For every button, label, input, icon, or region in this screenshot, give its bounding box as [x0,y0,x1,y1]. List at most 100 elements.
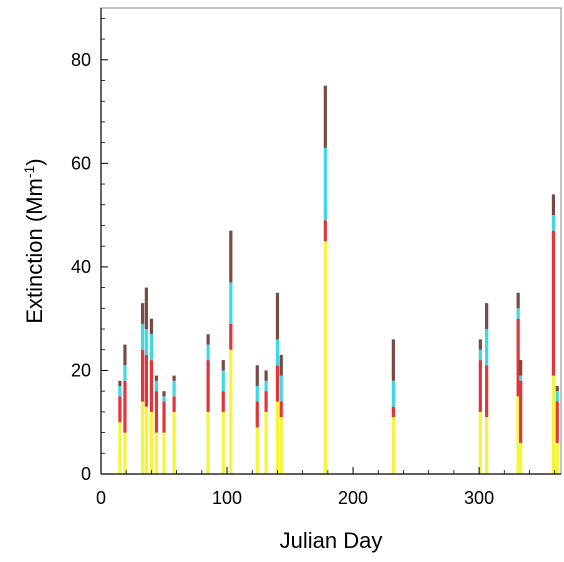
bar-segment-dark [229,230,233,283]
bar-segment-yellow [255,427,259,474]
x-tick-label: 100 [212,488,242,508]
bar-segment-dark [478,339,482,350]
bar-segment-dark [264,370,268,381]
bar-segment-red [144,354,148,407]
bar-segment-yellow [264,411,268,474]
y-tick-label: 40 [71,257,91,277]
bar-segment-red [555,401,559,443]
bar-segment-cyan [149,334,154,361]
bar-segment-red [323,220,327,241]
bar-segment-red [264,391,268,412]
bar-segment-dark [123,344,127,366]
bar-segment-cyan [275,339,280,366]
bar-segment-cyan [118,385,122,397]
bar-segment-dark [555,385,559,392]
bar-segment-red [206,360,210,412]
bar-segment-dark [140,303,145,324]
x-tick-label: 200 [338,488,368,508]
bar-segment-cyan [323,147,327,221]
bar-segment-red [279,401,283,418]
bar-segment-dark [516,292,520,309]
bar-segment-cyan [555,391,559,402]
bar-segment-yellow [229,349,233,474]
bar-segment-yellow [206,411,210,474]
bar-segment-cyan [154,380,159,392]
bar-segment-cyan [478,349,482,361]
bar-segment-yellow [123,432,127,474]
bar-segment-dark [149,318,154,335]
bar-segment-dark [519,360,523,376]
bar-segment-yellow [144,406,148,474]
y-tick-label: 80 [71,50,91,70]
bar-segment-cyan [391,380,395,407]
axes-layer: 0 100 200 300 0 20 40 60 80 [71,17,556,508]
bar-segment-dark [154,375,159,381]
y-tick-label: 60 [71,153,91,173]
bar-segment-red [516,318,520,397]
bar-segment-dark [279,354,283,376]
bar-segment-red [118,396,122,423]
bar-segment-red [162,401,166,433]
bar-segment-yellow [391,417,395,474]
bar-segment-dark [485,303,489,330]
bar-segment-cyan [144,329,148,355]
bar-segment-red [154,391,159,433]
bar-segment-red [391,406,395,418]
bar-segment-cyan [162,396,166,402]
bar-segment-yellow [551,375,556,474]
bar-segment-cyan [140,323,145,350]
bar-segment-red [478,360,482,412]
x-axis-label: Julian Day [280,528,383,553]
bar-segment-red [551,230,556,376]
bars-layer [118,85,559,474]
bar-segment-red [123,380,127,433]
x-tick-label: 300 [464,488,494,508]
bar-segment-yellow [221,411,225,474]
y-axis-label-superscript: -1 [21,165,37,178]
bar-segment-cyan [485,329,489,366]
bar-segment-red [221,391,225,412]
bar-segment-cyan [516,308,520,319]
y-tick-label: 0 [81,464,91,484]
bar-segment-red [229,323,233,350]
bar-segment-yellow [485,417,489,474]
bar-segment-cyan [551,215,556,231]
bar-segment-dark [275,292,280,340]
bar-segment-yellow [519,442,523,474]
bar-segment-dark [162,391,166,397]
y-axis-label: Extinction (Mm-1) [21,158,47,323]
bar-segment-red [519,380,523,443]
bar-segment-cyan [206,344,210,361]
bar-segment-dark [221,360,225,371]
bar-segment-cyan [255,385,259,402]
bar-segment-dark [255,365,259,386]
bar-segment-red [149,360,154,412]
y-axis-label-main: Extinction (Mm [22,178,47,323]
bar-segment-yellow [516,396,520,474]
bar-segment-yellow [154,432,159,474]
bar-segment-cyan [123,365,127,381]
bar-segment-cyan [519,375,523,381]
bar-segment-yellow [172,411,176,474]
bar-segment-dark [323,85,327,148]
bar-segment-dark [206,334,210,345]
x-tick-label: 0 [96,488,106,508]
bar-segment-yellow [275,401,280,474]
bar-segment-yellow [118,422,122,474]
bar-segment-dark [144,287,148,330]
bar-segment-cyan [229,282,233,324]
y-axis-label-close: ) [22,158,47,165]
bar-segment-cyan [221,370,225,392]
bar-segment-yellow [162,432,166,474]
bar-segment-cyan [279,375,283,402]
bar-segment-yellow [140,401,145,474]
bar-segment-cyan [172,380,176,397]
bar-segment-yellow [555,442,559,474]
bar-segment-dark [172,375,176,381]
bar-segment-dark [118,380,122,386]
bar-segment-red [255,401,259,428]
bar-segment-red [485,365,489,418]
bar-segment-cyan [264,380,268,392]
bar-segment-yellow [478,411,482,474]
